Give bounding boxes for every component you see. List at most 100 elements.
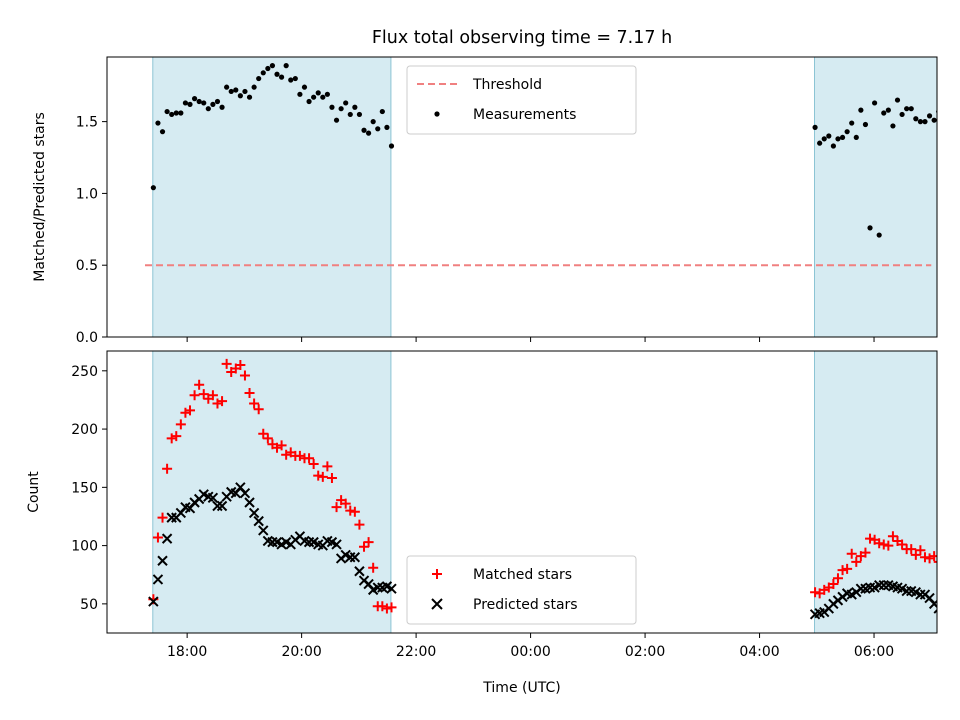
data-point [304,453,315,464]
data-point [301,84,308,90]
data-point [331,539,342,550]
observing-window-top-1 [152,57,392,337]
data-point [235,359,246,370]
data-point [228,88,234,95]
data-point [248,507,260,519]
y-tick-label: 1.5 [76,115,98,131]
axes-frame-top [106,56,938,338]
data-point [276,440,287,451]
y-axis-label-top: Matched/Predicted stars [32,112,48,282]
data-point [185,405,195,416]
data-point [915,589,926,600]
data-point [377,601,388,612]
y-tick-label: 100 [71,539,98,555]
legend-label: Matched stars [473,567,572,583]
data-point [308,459,319,470]
x-tick-label: 04:00 [739,644,779,660]
data-point [219,104,225,110]
data-point [221,358,232,369]
data-point [349,506,360,517]
data-point [929,551,937,562]
data-point [375,126,381,132]
data-point [210,101,216,107]
data-point [258,428,269,439]
legend-bottom: Matched stars Predicted stars [406,555,637,625]
data-point [169,111,175,118]
data-point [249,398,260,409]
data-point [904,106,910,112]
data-point [331,502,342,513]
data-point [876,232,882,238]
data-point [311,94,317,100]
data-point [294,450,305,461]
data-point [819,584,830,595]
data-point [913,116,919,122]
series-matched-stars [148,358,937,614]
data-point [359,541,370,552]
x-tick-label: 20:00 [281,644,321,660]
data-point [928,598,937,610]
data-point [352,104,358,110]
data-point [853,134,859,141]
data-point [155,120,161,126]
data-point [828,579,839,590]
data-point [262,433,273,444]
chart-title: Flux total observing time = 7.17 h [372,28,672,48]
data-point [830,143,836,149]
data-point [384,124,390,130]
data-point [372,582,383,593]
data-point [322,461,333,472]
data-point [180,407,191,418]
data-point [175,419,186,430]
data-point [152,574,164,585]
plot-area-bottom [148,351,937,633]
data-point [885,107,891,113]
data-point [171,431,182,442]
data-point [281,449,292,460]
data-point [826,133,832,139]
legend-box [406,555,637,625]
data-point [910,549,921,560]
data-point [873,580,885,591]
data-point [317,471,328,482]
data-point [159,129,166,135]
x-tick-label: 00:00 [510,644,550,660]
data-point [832,573,843,584]
data-point [842,563,853,574]
data-point [867,225,873,231]
data-point [212,500,223,512]
legend-dot-swatch [434,111,440,117]
data-point [872,100,878,106]
data-point [855,583,867,594]
data-point [933,560,937,563]
top-panel: 0.0 0.5 1.0 1.5 Matched/Predicted stars Thres… [32,56,938,346]
x-tick-label: 18:00 [167,644,207,660]
series-measurements [150,63,937,238]
data-point [253,404,264,415]
axes-frame-bottom [106,350,938,634]
data-point [194,379,205,390]
data-point [258,525,269,536]
data-point [345,505,356,516]
observing-window-bottom-1 [152,351,392,633]
data-point [166,512,177,523]
data-point [313,470,324,481]
data-point [386,602,397,613]
data-point [878,580,889,591]
data-point [152,532,163,543]
data-point [283,63,289,69]
data-point [356,111,363,118]
data-point [162,463,173,474]
data-point [837,565,848,576]
data-point [320,94,326,100]
data-point [198,389,209,400]
data-point [246,94,253,100]
data-point [164,108,170,115]
legend-label: Threshold [472,77,542,93]
data-point [292,75,298,82]
data-point [315,90,321,96]
data-point [881,110,887,116]
data-point [150,185,156,191]
data-point [922,119,928,125]
